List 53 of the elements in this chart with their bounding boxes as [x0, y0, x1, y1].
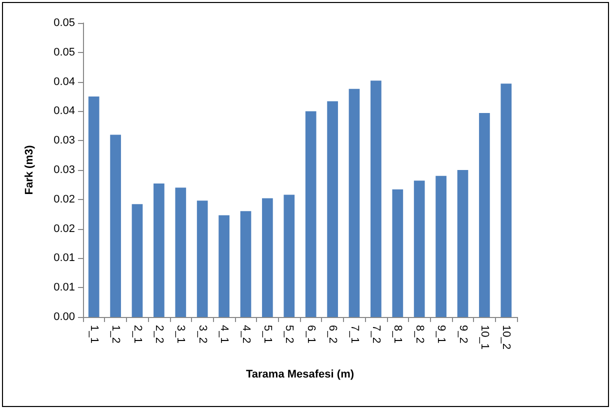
bar — [457, 170, 468, 317]
y-tick-label: 0.02 — [54, 193, 75, 206]
y-tick-label: 0.00 — [54, 311, 75, 323]
bar — [154, 184, 164, 317]
x-tick-label: 7_1 — [348, 325, 360, 344]
y-tick-label: 0.05 — [54, 17, 75, 29]
bar — [305, 111, 316, 317]
bar — [370, 80, 382, 317]
bar — [327, 101, 338, 317]
bar — [132, 204, 143, 317]
x-tick-label: 4_2 — [240, 325, 252, 344]
x-tick-label: 5_2 — [283, 325, 296, 344]
x-tick-label: 3_2 — [196, 325, 208, 344]
bar — [218, 215, 230, 317]
bar — [500, 84, 512, 317]
bar — [262, 198, 273, 317]
y-tick-label: 0.05 — [54, 46, 75, 58]
x-tick-label: 4_1 — [218, 325, 230, 344]
x-tick-label: 10_2 — [500, 325, 512, 350]
x-tick-label: 10_1 — [478, 325, 490, 350]
bar — [284, 194, 295, 317]
bar — [110, 134, 121, 317]
x-tick-label: 3_1 — [174, 325, 187, 344]
x-tick-label: 8_1 — [392, 325, 404, 344]
y-tick-label: 0.01 — [54, 252, 75, 264]
y-tick-label: 0.02 — [54, 222, 75, 235]
bar — [88, 96, 100, 317]
x-tick-label: 1_1 — [88, 325, 100, 344]
bar — [240, 211, 252, 317]
x-axis-title: Tarama Mesafesi (m) — [246, 368, 354, 380]
y-tick-label: 0.01 — [54, 282, 75, 294]
x-tick-label: 7_2 — [370, 325, 382, 344]
bar — [436, 176, 446, 317]
bar — [414, 180, 425, 317]
y-tick-label: 0.03 — [54, 134, 75, 147]
bar — [196, 200, 208, 317]
x-tick-label: 5_1 — [261, 325, 274, 344]
bar — [392, 189, 404, 317]
y-tick-label: 0.04 — [54, 76, 75, 88]
x-tick-label: 6_1 — [304, 325, 317, 344]
bar — [348, 88, 360, 317]
x-tick-label: 9_1 — [435, 325, 448, 344]
y-tick-label: 0.04 — [54, 105, 75, 118]
x-tick-label: 6_2 — [326, 325, 339, 344]
y-tick-label: 0.03 — [54, 164, 75, 176]
bar — [175, 188, 186, 317]
bar — [479, 112, 490, 317]
x-tick-label: 1_2 — [110, 325, 122, 344]
x-tick-label: 2_2 — [152, 325, 165, 344]
x-tick-label: 2_1 — [131, 325, 144, 344]
x-tick-label: 8_2 — [413, 325, 426, 344]
x-tick-label: 9_2 — [456, 325, 469, 344]
y-axis-title: Fark (m3) — [24, 144, 36, 195]
